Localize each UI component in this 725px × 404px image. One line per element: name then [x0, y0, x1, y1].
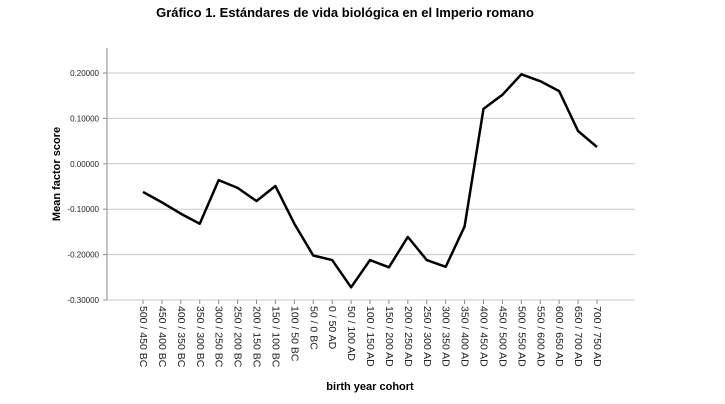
y-tick-label: -0.30000 — [67, 296, 99, 305]
x-tick-label: 0 / 50 AD — [326, 306, 338, 350]
x-tick-label: 400 / 350 BC — [175, 306, 187, 368]
x-tick-label: 250 / 300 AD — [421, 306, 433, 367]
x-tick-label: 450 / 400 BC — [156, 306, 168, 368]
x-tick-label: 150 / 200 AD — [383, 306, 395, 367]
x-tick-label: 650 / 700 AD — [572, 306, 584, 367]
x-tick-label: 250 / 200 BC — [232, 306, 244, 368]
x-tick-label: 150 / 100 BC — [269, 306, 281, 368]
x-tick-label: 200 / 250 AD — [402, 306, 414, 367]
x-tick-label: 600 / 650 AD — [553, 306, 565, 367]
y-tick-label: 0.10000 — [70, 114, 99, 123]
x-tick-label: 300 / 350 AD — [440, 306, 452, 367]
x-tick-label: 300 / 250 BC — [213, 306, 225, 368]
x-tick-label: 200 / 150 BC — [251, 306, 263, 368]
x-tick-label: 550 / 600 AD — [534, 306, 546, 367]
y-tick-label: 0.00000 — [70, 160, 99, 169]
x-tick-label: 350 / 300 BC — [194, 306, 206, 368]
x-tick-label: 500 / 450 BC — [137, 306, 149, 368]
y-tick-label: -0.20000 — [67, 251, 99, 260]
x-tick-label: 100 / 150 AD — [364, 306, 376, 367]
x-tick-label: 500 / 550 AD — [515, 306, 527, 367]
data-line — [142, 73, 598, 289]
chart-title: Gráfico 1. Estándares de vida biológica … — [156, 5, 534, 20]
x-tick-label: 400 / 450 AD — [478, 306, 490, 367]
y-tick-label: -0.10000 — [67, 205, 99, 214]
y-axis-label: Mean factor score — [51, 127, 63, 221]
x-tick-label: 100 / 50 BC — [288, 306, 300, 362]
x-tick-label: 450 / 500 AD — [496, 306, 508, 367]
x-axis-label: birth year cohort — [326, 381, 414, 393]
x-tick-label: 50 / 100 AD — [345, 306, 357, 361]
x-tick-label: 50 / 0 BC — [307, 306, 319, 350]
x-tick-label: 700 / 750 AD — [591, 306, 603, 367]
y-tick-label: 0.20000 — [70, 69, 99, 78]
x-tick-label: 350 / 400 AD — [459, 306, 471, 367]
